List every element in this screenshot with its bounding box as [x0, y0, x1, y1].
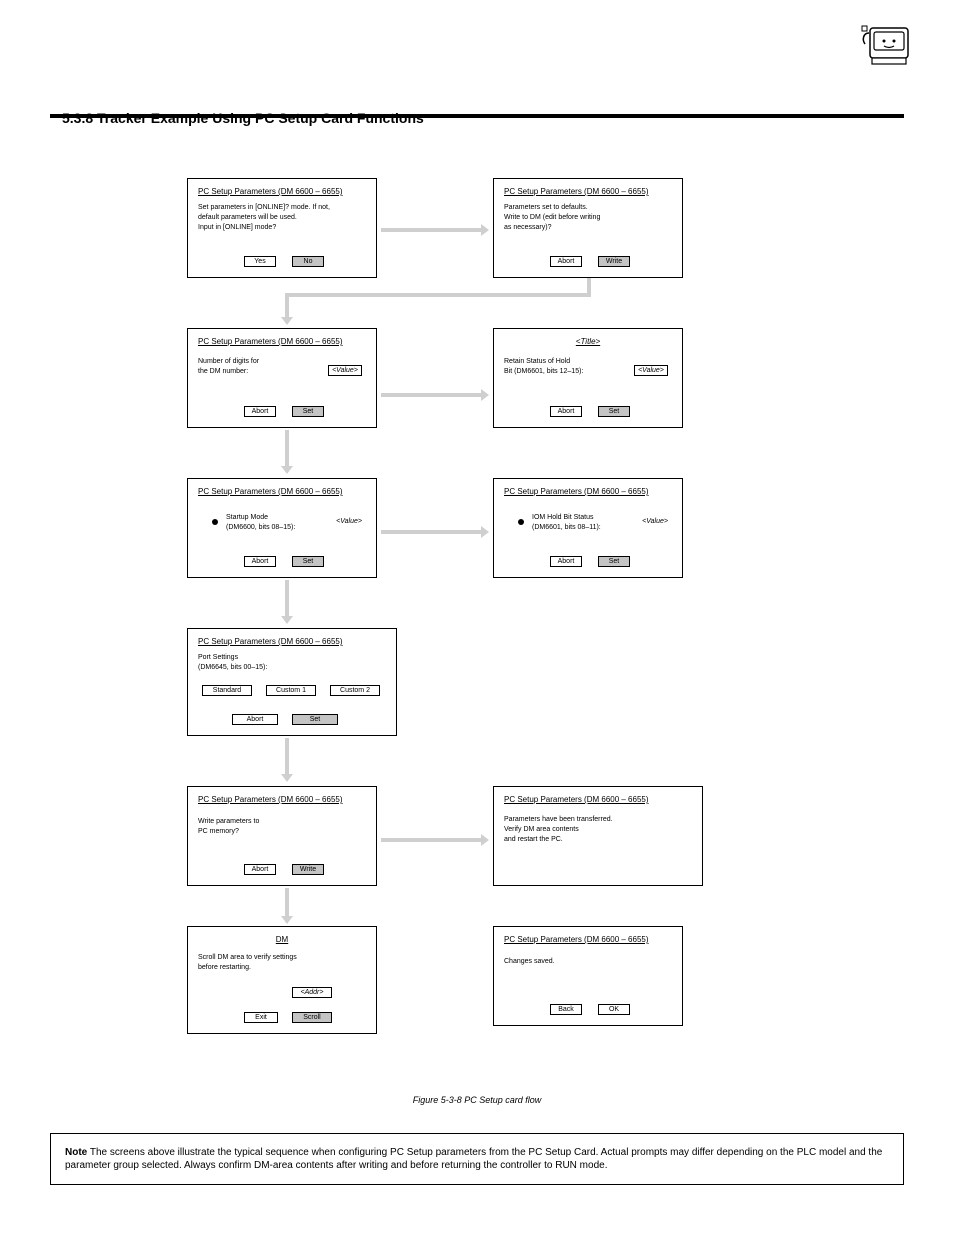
option-custom2-button[interactable]: Custom 2 — [330, 685, 380, 696]
arrow-7-8 — [285, 738, 289, 774]
panel-10: DM Scroll DM area to verify settings bef… — [187, 926, 377, 1034]
abort-button[interactable]: Abort — [550, 556, 582, 567]
panel-text: Set parameters in [ONLINE]? mode. If not… — [198, 203, 330, 233]
write-button[interactable]: Write — [292, 864, 324, 875]
panel-title: PC Setup Parameters (DM 6600 – 6655) — [504, 187, 649, 197]
panel-text: Number of digits for the DM number: — [198, 357, 259, 377]
set-button[interactable]: Set — [598, 406, 630, 417]
arrow-2-3-h — [285, 293, 591, 297]
abort-button[interactable]: Abort — [232, 714, 278, 725]
ok-button[interactable]: OK — [598, 1004, 630, 1015]
panel-title: PC Setup Parameters (DM 6600 – 6655) — [198, 487, 343, 497]
write-button[interactable]: Write — [598, 256, 630, 267]
section-title: 5.3.8 Tracker Example Using PC Setup Car… — [62, 110, 424, 126]
panel-text: Write parameters to PC memory? — [198, 817, 259, 837]
panel-11: PC Setup Parameters (DM 6600 – 6655) Cha… — [493, 926, 683, 1026]
set-button[interactable]: Set — [292, 714, 338, 725]
exit-button[interactable]: Exit — [244, 1012, 278, 1023]
set-button[interactable]: Set — [292, 406, 324, 417]
panel-6: PC Setup Parameters (DM 6600 – 6655) IOM… — [493, 478, 683, 578]
panel-title: DM — [276, 935, 288, 945]
note-text: The screens above illustrate the typical… — [65, 1147, 882, 1171]
panel-text: Startup Mode (DM6600, bits 08–15): — [226, 513, 295, 533]
arrow-5-6 — [381, 530, 481, 534]
flowchart: PC Setup Parameters (DM 6600 – 6655) Set… — [127, 178, 827, 1098]
note-box: Note The screens above illustrate the ty… — [50, 1133, 904, 1185]
panel-title: PC Setup Parameters (DM 6600 – 6655) — [198, 187, 343, 197]
arrow-2-3-v — [285, 293, 289, 317]
panel-text: Scroll DM area to verify settings before… — [198, 953, 297, 973]
value-input[interactable]: <Value> — [328, 365, 362, 376]
panel-title: <Title> — [576, 337, 600, 347]
note-label: Note — [65, 1147, 87, 1158]
panel-2: PC Setup Parameters (DM 6600 – 6655) Par… — [493, 178, 683, 278]
arrow-1-2 — [381, 228, 481, 232]
panel-1: PC Setup Parameters (DM 6600 – 6655) Set… — [187, 178, 377, 278]
arrow-8-9 — [381, 838, 481, 842]
arrow-3-4 — [381, 393, 481, 397]
page: 5.3.8 Tracker Example Using PC Setup Car… — [0, 0, 954, 1235]
mascot-icon — [858, 22, 914, 73]
set-button[interactable]: Set — [598, 556, 630, 567]
back-button[interactable]: Back — [550, 1004, 582, 1015]
figure-caption: Figure 5-3-8 PC Setup card flow — [413, 1095, 542, 1105]
panel-4: <Title> Retain Status of Hold Bit (DM660… — [493, 328, 683, 428]
panel-9: PC Setup Parameters (DM 6600 – 6655) Par… — [493, 786, 703, 886]
panel-7: PC Setup Parameters (DM 6600 – 6655) Por… — [187, 628, 397, 736]
panel-text: Changes saved. — [504, 957, 555, 967]
abort-button[interactable]: Abort — [244, 864, 276, 875]
arrow-3-5 — [285, 430, 289, 466]
panel-title: PC Setup Parameters (DM 6600 – 6655) — [198, 337, 343, 347]
yes-button[interactable]: Yes — [244, 256, 276, 267]
panel-5: PC Setup Parameters (DM 6600 – 6655) Sta… — [187, 478, 377, 578]
abort-button[interactable]: Abort — [244, 556, 276, 567]
scroll-button[interactable]: Scroll — [292, 1012, 332, 1023]
option-standard-button[interactable]: Standard — [202, 685, 252, 696]
bullet-icon — [212, 519, 218, 525]
value-input[interactable]: <Value> — [642, 517, 668, 527]
panel-text: Port Settings (DM6645, bits 00–15): — [198, 653, 267, 673]
panel-8: PC Setup Parameters (DM 6600 – 6655) Wri… — [187, 786, 377, 886]
panel-title: PC Setup Parameters (DM 6600 – 6655) — [198, 637, 343, 647]
value-input[interactable]: <Value> — [336, 517, 362, 527]
arrow-5-7 — [285, 580, 289, 616]
arrow-8-10 — [285, 888, 289, 916]
panel-title: PC Setup Parameters (DM 6600 – 6655) — [198, 795, 343, 805]
panel-title: PC Setup Parameters (DM 6600 – 6655) — [504, 795, 649, 805]
panel-title: PC Setup Parameters (DM 6600 – 6655) — [504, 935, 649, 945]
panel-text: Parameters set to defaults. Write to DM … — [504, 203, 600, 233]
abort-button[interactable]: Abort — [244, 406, 276, 417]
panel-text: Parameters have been transferred. Verify… — [504, 815, 613, 845]
abort-button[interactable]: Abort — [550, 406, 582, 417]
set-button[interactable]: Set — [292, 556, 324, 567]
value-input[interactable]: <Value> — [634, 365, 668, 376]
abort-button[interactable]: Abort — [550, 256, 582, 267]
panel-title: PC Setup Parameters (DM 6600 – 6655) — [504, 487, 649, 497]
option-custom1-button[interactable]: Custom 1 — [266, 685, 316, 696]
arrow-2-down — [587, 278, 591, 297]
no-button[interactable]: No — [292, 256, 324, 267]
panel-text: IOM Hold Bit Status (DM6601, bits 08–11)… — [532, 513, 601, 533]
addr-input[interactable]: <Addr> — [292, 987, 332, 998]
content: PC Setup Parameters (DM 6600 – 6655) Set… — [50, 178, 904, 1098]
bullet-icon — [518, 519, 524, 525]
panel-text: Retain Status of Hold Bit (DM6601, bits … — [504, 357, 583, 377]
panel-3: PC Setup Parameters (DM 6600 – 6655) Num… — [187, 328, 377, 428]
header — [50, 30, 904, 90]
